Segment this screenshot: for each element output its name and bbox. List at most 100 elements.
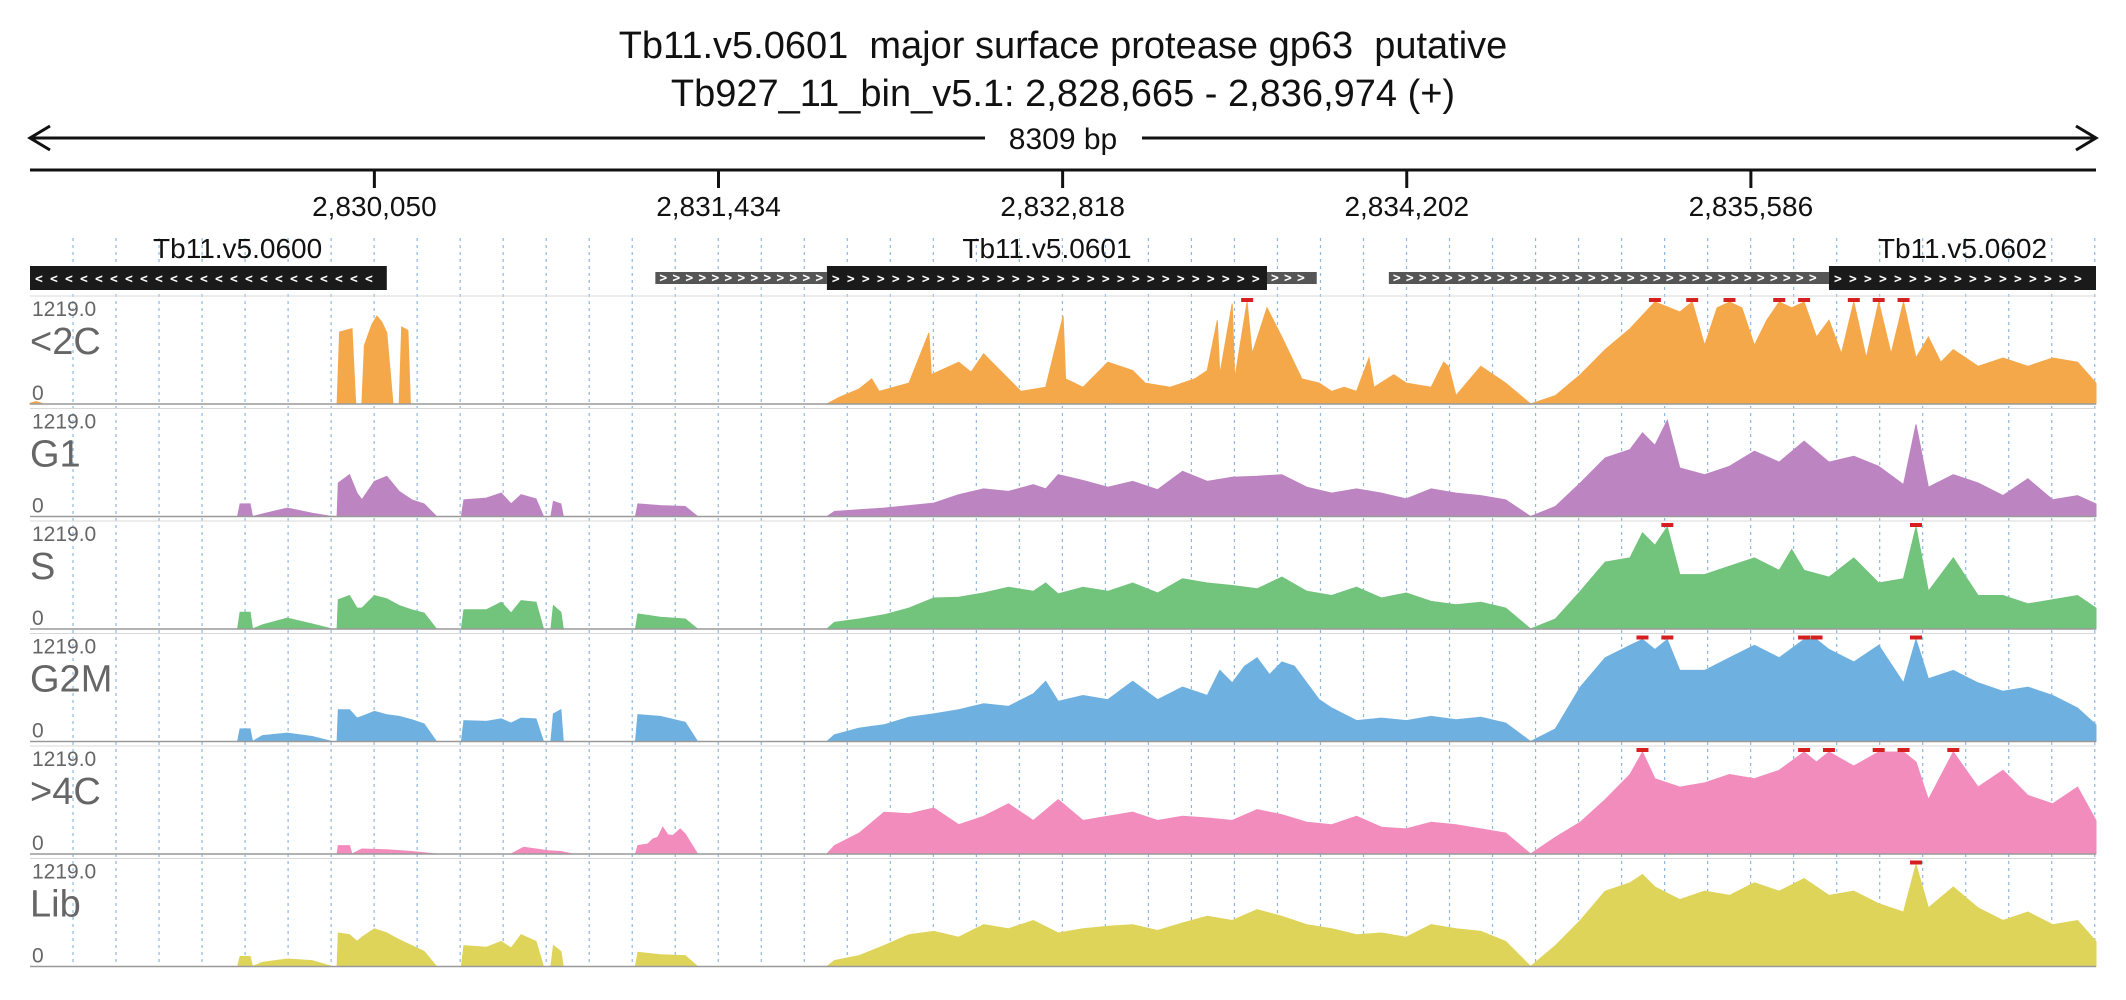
strand-chevron: >	[1536, 271, 1544, 286]
strand-chevron: >	[1484, 271, 1492, 286]
axis-tick-label: 2,835,586	[1689, 191, 1814, 222]
gene-annotation-track: < < < < < < < < < < < < < < < < < < < < < < <Tb11.v5.0600> > > > >…	[30, 233, 2096, 290]
coordinate-axis: 2,830,050 2,831,434 2,832,818 2,834,202 2,83…	[30, 168, 2096, 222]
strand-chevron: >	[1864, 272, 1872, 287]
coverage-area	[30, 525, 2097, 630]
strand-chevron: <	[140, 272, 148, 287]
gene-label: Tb11.v5.0602	[1878, 233, 2047, 264]
strand-chevron: >	[1879, 272, 1887, 287]
strand-chevron: >	[1497, 271, 1505, 286]
gene-Tb11.v5.0602: > > > > > > > > > > > > > > > > > > > > > > > > > > > > > > > > > > > > > > > >…	[1388, 233, 2096, 290]
track-max-label: 1219.0	[32, 636, 96, 659]
strand-chevron: >	[1783, 271, 1791, 286]
strand-chevron: <	[290, 272, 298, 287]
track-name: G1	[30, 434, 81, 476]
track-max-label: 1219.0	[32, 748, 96, 771]
strand-chevron: >	[1297, 271, 1305, 286]
strand-chevron: <	[260, 272, 268, 287]
strand-chevron: >	[711, 271, 719, 286]
track-min-label: 0	[32, 495, 44, 518]
track-min-label: 0	[32, 720, 44, 743]
track-min-label: 0	[32, 382, 44, 405]
clip-marker	[1636, 635, 1649, 640]
strand-chevron: >	[1117, 272, 1125, 287]
clip-marker	[1810, 635, 1823, 640]
strand-chevron: <	[110, 272, 118, 287]
clip-marker	[1661, 635, 1674, 640]
strand-chevron: >	[1147, 272, 1155, 287]
strand-chevron: <	[275, 272, 283, 287]
coverage-area	[29, 301, 2097, 405]
strand-chevron: >	[1939, 272, 1947, 287]
coverage-area	[30, 862, 2097, 968]
axis-tick-label: 2,832,818	[1000, 191, 1125, 222]
gene-Tb11.v5.0600: < < < < < < < < < < < < < < < < < < < < < < < Tb11.v5.0600	[30, 233, 387, 290]
clip-marker	[1909, 523, 1922, 527]
clip-marker	[1897, 298, 1910, 302]
strand-chevron: >	[967, 272, 975, 287]
axis-tick-label: 2,830,050	[312, 191, 437, 222]
strand-chevron: <	[320, 272, 328, 287]
strand-chevron: >	[1162, 272, 1170, 287]
strand-chevron: >	[1954, 272, 1962, 287]
strand-chevron: >	[1549, 271, 1557, 286]
strand-chevron: <	[215, 272, 223, 287]
track-min-label: 0	[32, 607, 44, 630]
strand-chevron: >	[1458, 271, 1466, 286]
strand-chevron: >	[1614, 271, 1622, 286]
strand-chevron: >	[1796, 271, 1804, 286]
strand-chevron: >	[2059, 272, 2067, 287]
strand-chevron: >	[1627, 271, 1635, 286]
strand-chevron: >	[1744, 271, 1752, 286]
strand-chevron: >	[1284, 271, 1292, 286]
strand-chevron: >	[1894, 272, 1902, 287]
coverage-area	[30, 637, 2097, 743]
strand-chevron: >	[832, 272, 840, 287]
strand-chevron: >	[997, 272, 1005, 287]
gene-cds	[1828, 266, 2096, 290]
strand-chevron: >	[952, 272, 960, 287]
gene-label: Tb11.v5.0600	[153, 233, 322, 264]
strand-chevron: >	[1012, 272, 1020, 287]
strand-chevron: >	[1471, 271, 1479, 286]
axis-tick-label: 2,834,202	[1344, 191, 1469, 222]
strand-chevron: >	[922, 272, 930, 287]
strand-chevron: >	[1072, 272, 1080, 287]
clip-marker	[1947, 748, 1960, 752]
axis-tick-label: 2,831,434	[656, 191, 781, 222]
clip-marker	[1686, 298, 1699, 302]
strand-chevron: >	[1042, 272, 1050, 287]
strand-chevron: >	[1849, 272, 1857, 287]
strand-chevron: >	[1406, 271, 1414, 286]
strand-chevron: >	[1177, 272, 1185, 287]
strand-chevron: >	[1192, 272, 1200, 287]
strand-chevron: >	[1562, 271, 1570, 286]
gene-utr	[655, 272, 827, 284]
track-name: S	[30, 546, 55, 588]
gene-cds	[826, 266, 1268, 290]
strand-chevron: <	[335, 272, 343, 287]
track-name: G2M	[30, 659, 112, 701]
strand-chevron: <	[305, 272, 313, 287]
strand-chevron: <	[155, 272, 163, 287]
track-name: >4C	[30, 771, 101, 813]
track-name: Lib	[30, 884, 81, 926]
strand-chevron: >	[1510, 271, 1518, 286]
strand-chevron: >	[1445, 271, 1453, 286]
strand-chevron: >	[815, 271, 823, 286]
strand-chevron: <	[350, 272, 358, 287]
strand-chevron: >	[1705, 271, 1713, 286]
strand-chevron: >	[1102, 272, 1110, 287]
strand-chevron: >	[1692, 271, 1700, 286]
strand-chevron: >	[1640, 271, 1648, 286]
strand-chevron: >	[1601, 271, 1609, 286]
gene-label: Tb11.v5.0601	[962, 233, 1131, 264]
strand-chevron: >	[1679, 271, 1687, 286]
clip-marker	[1798, 635, 1811, 640]
track-max-label: 1219.0	[32, 523, 96, 546]
strand-chevron: >	[659, 271, 667, 286]
strand-chevron: >	[1419, 271, 1427, 286]
strand-chevron: >	[685, 271, 693, 286]
clip-marker	[1773, 298, 1786, 302]
